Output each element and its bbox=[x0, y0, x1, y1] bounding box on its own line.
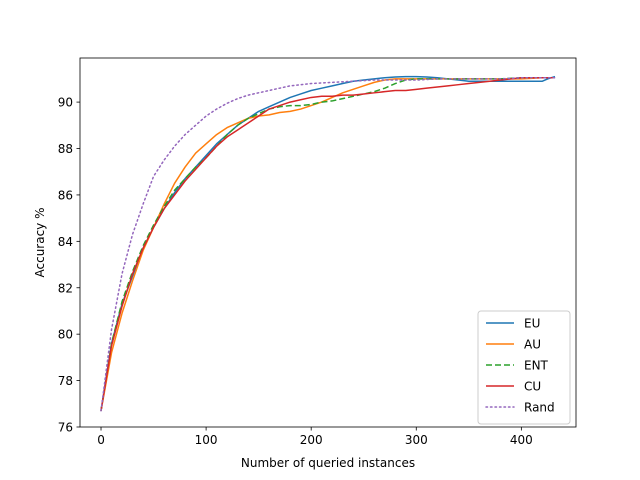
y-tick-label: 78 bbox=[58, 374, 73, 388]
x-tick-label: 300 bbox=[405, 433, 428, 447]
axes: 0 100 200 300 400 76 78 80 82 84 86 88 90 bbox=[58, 57, 577, 447]
x-tick-label: 0 bbox=[97, 433, 105, 447]
y-tick-label: 84 bbox=[58, 235, 73, 249]
plot-frame bbox=[79, 57, 577, 428]
x-axis-label: Number of queried instances bbox=[241, 456, 415, 470]
legend-label-eu: EU bbox=[524, 317, 540, 331]
legend-label-cu: CU bbox=[524, 380, 541, 394]
y-tick-label: 82 bbox=[58, 281, 73, 295]
x-tick-label: 400 bbox=[510, 433, 533, 447]
y-tick-label: 88 bbox=[58, 142, 73, 156]
series-line-rand bbox=[100, 76, 556, 412]
legend: EU AU ENT CU Rand bbox=[477, 310, 571, 425]
legend-label-rand: Rand bbox=[524, 401, 555, 415]
y-tick-label: 90 bbox=[58, 96, 73, 110]
series-line-cu bbox=[100, 76, 555, 411]
y-tick-label: 76 bbox=[58, 421, 73, 435]
y-tick-label: 86 bbox=[58, 188, 73, 202]
legend-box bbox=[477, 310, 571, 425]
y-tick-label: 80 bbox=[58, 328, 73, 342]
x-tick-label: 100 bbox=[195, 433, 218, 447]
legend-label-au: AU bbox=[524, 338, 541, 352]
y-axis-label: Accuracy % bbox=[33, 207, 47, 277]
x-tick-label: 200 bbox=[300, 433, 323, 447]
legend-label-ent: ENT bbox=[524, 359, 549, 373]
series-line-ent bbox=[100, 76, 555, 411]
plot-lines bbox=[100, 75, 556, 412]
